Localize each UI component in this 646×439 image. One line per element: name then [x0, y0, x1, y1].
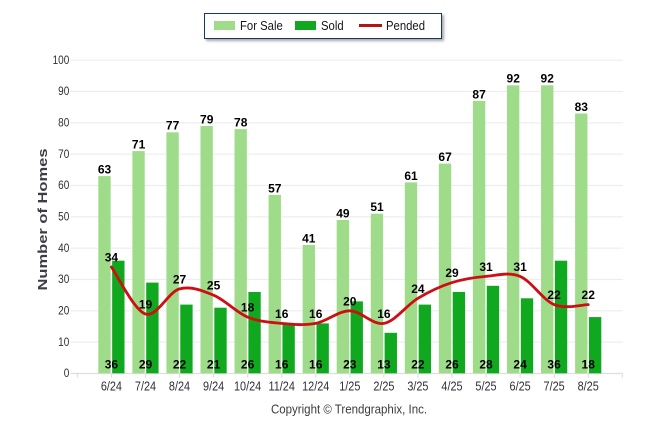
svg-text:79: 79	[200, 112, 214, 126]
svg-text:36: 36	[547, 357, 561, 371]
svg-text:36: 36	[105, 357, 119, 371]
svg-text:57: 57	[268, 181, 282, 195]
svg-text:1/25: 1/25	[339, 380, 361, 394]
svg-text:10: 10	[58, 336, 69, 349]
svg-text:10/24: 10/24	[234, 380, 262, 394]
svg-text:6/24: 6/24	[101, 380, 123, 394]
svg-text:23: 23	[343, 357, 357, 371]
svg-text:92: 92	[507, 72, 521, 86]
svg-text:67: 67	[438, 150, 452, 164]
svg-text:100: 100	[53, 54, 70, 67]
svg-text:21: 21	[207, 357, 221, 371]
svg-text:26: 26	[445, 357, 459, 371]
svg-text:22: 22	[547, 288, 561, 302]
svg-text:60: 60	[58, 179, 69, 192]
svg-text:29: 29	[139, 357, 153, 371]
svg-text:34: 34	[105, 251, 119, 265]
svg-text:41: 41	[302, 231, 316, 245]
svg-text:20: 20	[58, 305, 69, 318]
svg-text:27: 27	[173, 272, 187, 286]
svg-text:77: 77	[166, 119, 180, 133]
svg-text:3/25: 3/25	[407, 380, 429, 394]
svg-text:16: 16	[309, 357, 323, 371]
svg-text:50: 50	[58, 211, 69, 224]
svg-text:5/25: 5/25	[475, 380, 497, 394]
svg-text:83: 83	[575, 100, 589, 114]
svg-text:0: 0	[64, 367, 70, 380]
svg-text:92: 92	[541, 72, 555, 86]
svg-text:22: 22	[582, 288, 596, 302]
svg-text:78: 78	[234, 116, 248, 130]
svg-text:30: 30	[58, 273, 69, 286]
svg-text:9/24: 9/24	[203, 380, 225, 394]
svg-text:6/25: 6/25	[510, 380, 532, 394]
svg-text:18: 18	[582, 357, 596, 371]
svg-text:16: 16	[275, 307, 289, 321]
svg-text:90: 90	[58, 85, 69, 98]
svg-text:22: 22	[411, 357, 425, 371]
svg-text:40: 40	[58, 242, 69, 255]
svg-text:71: 71	[132, 138, 146, 152]
svg-text:13: 13	[377, 357, 391, 371]
svg-text:8/25: 8/25	[578, 380, 600, 394]
svg-text:61: 61	[404, 169, 418, 183]
svg-text:7/25: 7/25	[544, 380, 566, 394]
svg-text:80: 80	[58, 117, 69, 130]
svg-text:28: 28	[479, 357, 493, 371]
svg-text:22: 22	[173, 357, 187, 371]
svg-text:49: 49	[336, 206, 350, 220]
svg-text:12/24: 12/24	[302, 380, 330, 394]
svg-text:16: 16	[377, 307, 391, 321]
svg-text:19: 19	[139, 298, 153, 312]
svg-text:4/25: 4/25	[441, 380, 463, 394]
svg-text:Number of Homes: Number of Homes	[37, 148, 51, 290]
svg-text:70: 70	[58, 148, 69, 161]
svg-text:2/25: 2/25	[373, 380, 395, 394]
svg-text:31: 31	[479, 260, 493, 274]
svg-text:24: 24	[513, 357, 527, 371]
svg-text:25: 25	[207, 279, 221, 293]
svg-text:24: 24	[411, 282, 425, 296]
svg-text:51: 51	[370, 200, 384, 214]
svg-text:8/24: 8/24	[169, 380, 191, 394]
svg-text:31: 31	[513, 260, 527, 274]
svg-text:29: 29	[445, 266, 459, 280]
svg-text:7/24: 7/24	[135, 380, 157, 394]
svg-text:20: 20	[343, 294, 357, 308]
svg-text:63: 63	[98, 163, 112, 177]
svg-text:16: 16	[309, 307, 323, 321]
svg-text:Copyright © Trendgraphix, Inc.: Copyright © Trendgraphix, Inc.	[271, 402, 427, 417]
svg-text:16: 16	[275, 357, 289, 371]
svg-text:87: 87	[472, 87, 486, 101]
svg-text:26: 26	[241, 357, 255, 371]
svg-text:11/24: 11/24	[269, 380, 296, 394]
svg-text:18: 18	[241, 301, 255, 315]
